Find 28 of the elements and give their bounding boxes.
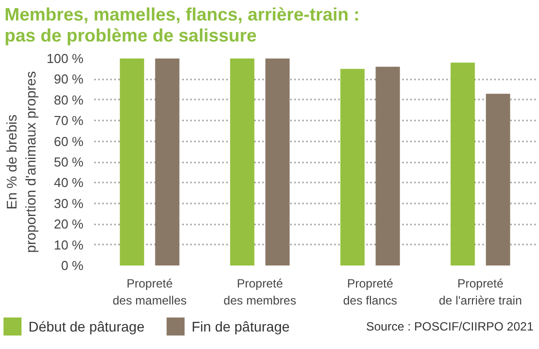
y-tick-label: 70 % <box>54 113 84 128</box>
x-tick-label: Propreté des mamelles <box>112 276 187 308</box>
y-tick-label: 0 % <box>61 258 84 273</box>
bar <box>450 62 475 266</box>
bar <box>230 58 254 266</box>
bar <box>486 94 510 266</box>
x-tick-label: Propreté des flancs <box>343 276 398 308</box>
y-tick-label: 60 % <box>54 134 84 149</box>
legend-label: Début de pâturage <box>28 318 145 334</box>
y-tick-label: 80 % <box>54 92 84 108</box>
legend-label: Fin de pâturage <box>192 318 290 334</box>
y-tick-label: 100 % <box>46 51 84 66</box>
source-note: Source : POSCIF/CIIRPO 2021 <box>366 320 534 334</box>
y-tick-label: 30 % <box>54 196 84 211</box>
bar <box>376 66 400 266</box>
x-tick-label: Propreté de l'arrière train <box>438 276 522 308</box>
bar <box>155 58 180 266</box>
y-axis-title: En % de brebis proportion d'animaux propres <box>3 71 39 253</box>
bar <box>120 58 144 266</box>
bar <box>340 68 365 266</box>
y-tick-label: 90 % <box>54 72 84 87</box>
x-tick-label: Propreté des membres <box>224 276 296 308</box>
y-tick-label: 40 % <box>54 175 84 190</box>
y-tick-label: 50 % <box>54 154 84 170</box>
y-tick-label: 20 % <box>54 216 84 232</box>
chart-title: Membres, mamelles, flancs, arrière-train : pas de problème de salissure <box>4 4 360 46</box>
y-tick-label: 10 % <box>54 237 84 252</box>
bar <box>265 58 290 266</box>
